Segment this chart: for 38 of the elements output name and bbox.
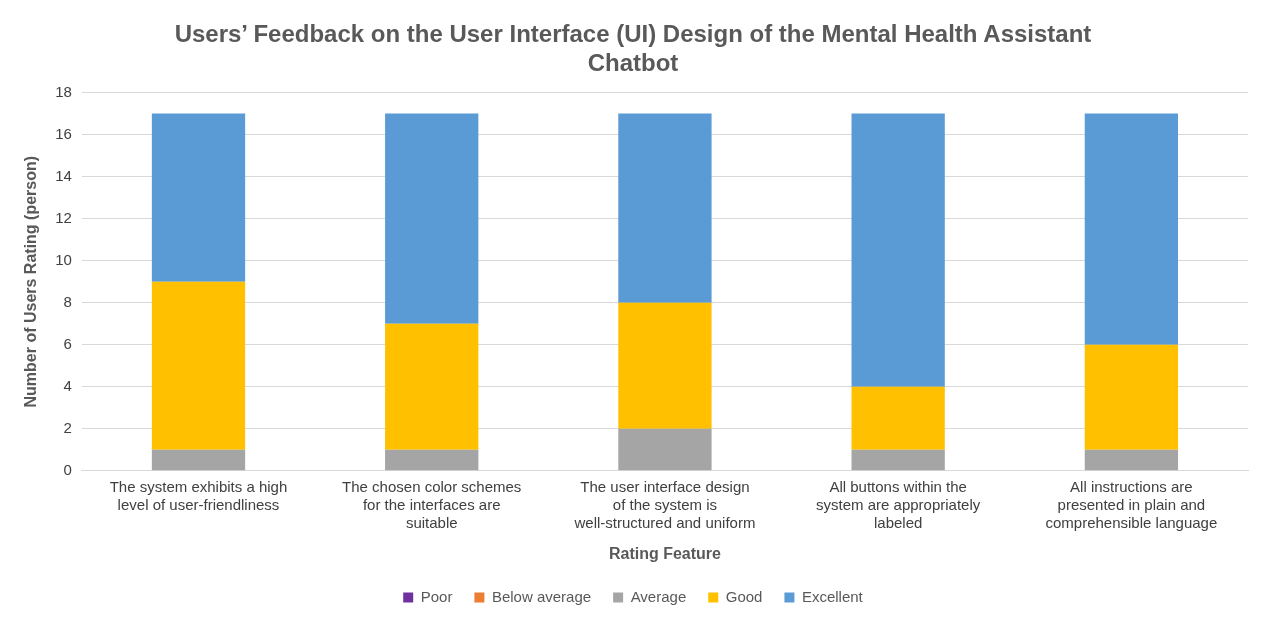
y-tick-label: 4 xyxy=(63,376,72,394)
legend-label: Good xyxy=(725,587,763,605)
x-tick-label: All instructions are presented in plain and comprehensible language xyxy=(1045,477,1218,531)
bar xyxy=(851,386,945,450)
bar xyxy=(1084,449,1179,471)
legend-label: Excellent xyxy=(801,587,864,605)
bar xyxy=(151,113,246,282)
y-tick-label: 14 xyxy=(55,166,72,184)
y-axis-title: Number of Users Rating (person) xyxy=(22,155,40,408)
bar xyxy=(851,449,945,471)
bar xyxy=(151,281,246,450)
bar xyxy=(618,302,712,429)
bar xyxy=(151,449,246,471)
bar xyxy=(385,323,479,450)
y-tick-label: 18 xyxy=(55,82,72,100)
y-tick-label: 8 xyxy=(63,292,72,310)
y-tick-label: 2 xyxy=(63,418,72,436)
y-tick-label: 0 xyxy=(63,460,72,478)
bar xyxy=(385,449,479,471)
bar xyxy=(618,428,712,471)
bar xyxy=(1084,113,1179,345)
legend-label: Average xyxy=(630,587,687,605)
y-tick-label: 6 xyxy=(63,334,72,352)
x-tick-label: The user interface design of the system is well-structured and uniform xyxy=(573,477,756,531)
legend-label: Below average xyxy=(491,587,592,605)
bar xyxy=(385,113,479,324)
x-tick-label: The chosen color schemes for the interfaces are suitable xyxy=(342,477,522,531)
legend-label: Poor xyxy=(420,587,453,605)
y-tick-label: 16 xyxy=(55,124,72,142)
x-tick-label: All buttons within the system are appropriately labeled xyxy=(816,477,981,531)
bar xyxy=(618,113,712,303)
y-tick-label: 10 xyxy=(55,250,72,268)
chart-title: Users’ Feedback on the User Interface (UI) Design of the Mental Health Assistant Chatbot xyxy=(174,20,1092,76)
bar xyxy=(1084,344,1179,450)
x-tick-label: The system exhibits a high level of user-friendliness xyxy=(109,477,288,513)
x-axis-title: Rating Feature xyxy=(608,544,722,562)
y-tick-label: 12 xyxy=(55,208,72,226)
bar xyxy=(851,113,945,387)
